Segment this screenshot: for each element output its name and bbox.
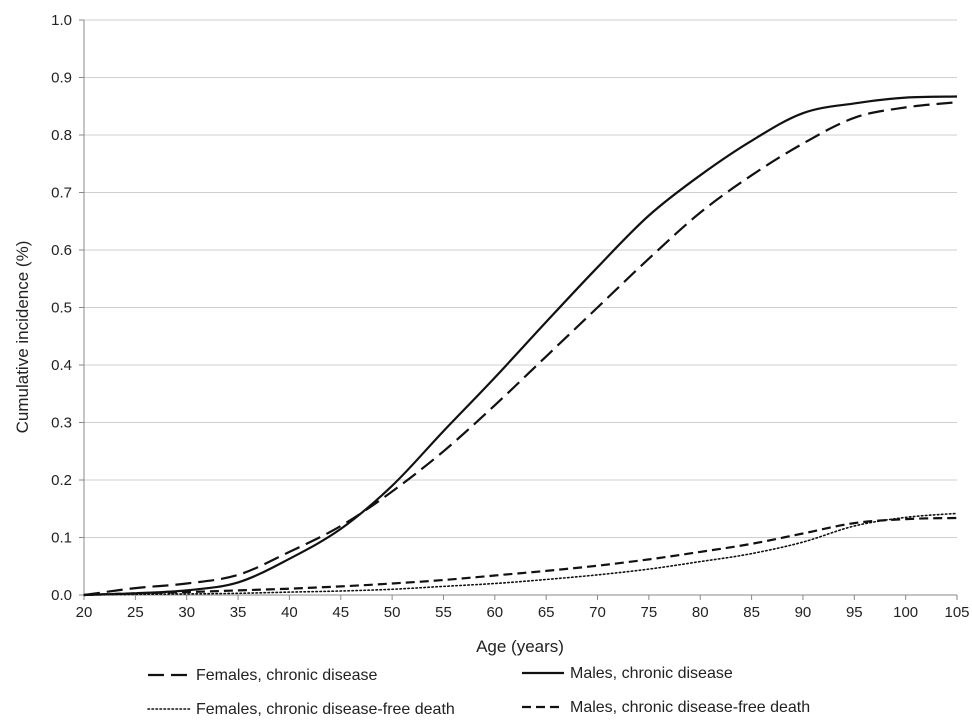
x-tick-label: 70	[589, 604, 606, 621]
y-tick-label: 0.6	[51, 242, 72, 259]
y-tick-label: 0.0	[51, 587, 72, 604]
x-tick-label: 40	[281, 604, 298, 621]
series-line-3	[83, 516, 958, 597]
x-tick-labels: 20 25 30 35 40 45 50 55 60 65 70 75 80 85 90 95 100 105	[76, 595, 970, 621]
legend-label-3: Males, chronic disease-free death	[570, 699, 810, 716]
x-tick-label: 105	[944, 604, 969, 621]
gridlines	[84, 19, 957, 538]
x-tick-label: 80	[692, 604, 709, 621]
series-lines	[83, 95, 958, 597]
x-tick-label: 100	[893, 604, 918, 621]
y-tick-label: 0.8	[51, 127, 72, 144]
x-axis-title: Age (years)	[476, 637, 564, 656]
legend-label-2: Females, chronic disease-free death	[196, 701, 455, 718]
legend-label-0: Females, chronic disease	[196, 667, 378, 684]
x-tick-label: 95	[846, 604, 863, 621]
y-tick-label: 0.2	[51, 472, 72, 489]
y-axis-title: Cumulative incidence (%)	[13, 241, 32, 434]
x-tick-label: 90	[795, 604, 812, 621]
x-tick-label: 35	[230, 604, 247, 621]
y-tick-label: 0.9	[51, 70, 72, 87]
y-tick-label: 0.5	[51, 300, 72, 317]
y-tick-label: 0.3	[51, 415, 72, 432]
x-tick-label: 25	[127, 604, 144, 621]
x-tick-label: 50	[384, 604, 401, 621]
x-tick-label: 45	[332, 604, 349, 621]
y-tick-label: 0.7	[51, 185, 72, 202]
y-tick-label: 1.0	[51, 12, 72, 29]
y-tick-label: 0.1	[51, 530, 72, 547]
y-tick-label: 0.4	[51, 357, 72, 374]
x-tick-label: 75	[641, 604, 658, 621]
x-tick-label: 60	[486, 604, 503, 621]
x-tick-label: 30	[178, 604, 195, 621]
x-tick-label: 65	[538, 604, 555, 621]
series-line-1	[83, 95, 958, 597]
legend: Females, chronic disease Males, chronic d…	[147, 665, 810, 718]
x-tick-label: 20	[76, 604, 93, 621]
x-tick-label: 85	[743, 604, 760, 621]
series-line-2	[83, 512, 958, 596]
y-tick-labels: 0.0 0.1 0.2 0.3 0.4 0.5 0.6 0.7 0.8 0.9 1.0	[51, 12, 84, 604]
x-tick-label: 55	[435, 604, 452, 621]
legend-label-1: Males, chronic disease	[570, 665, 733, 682]
